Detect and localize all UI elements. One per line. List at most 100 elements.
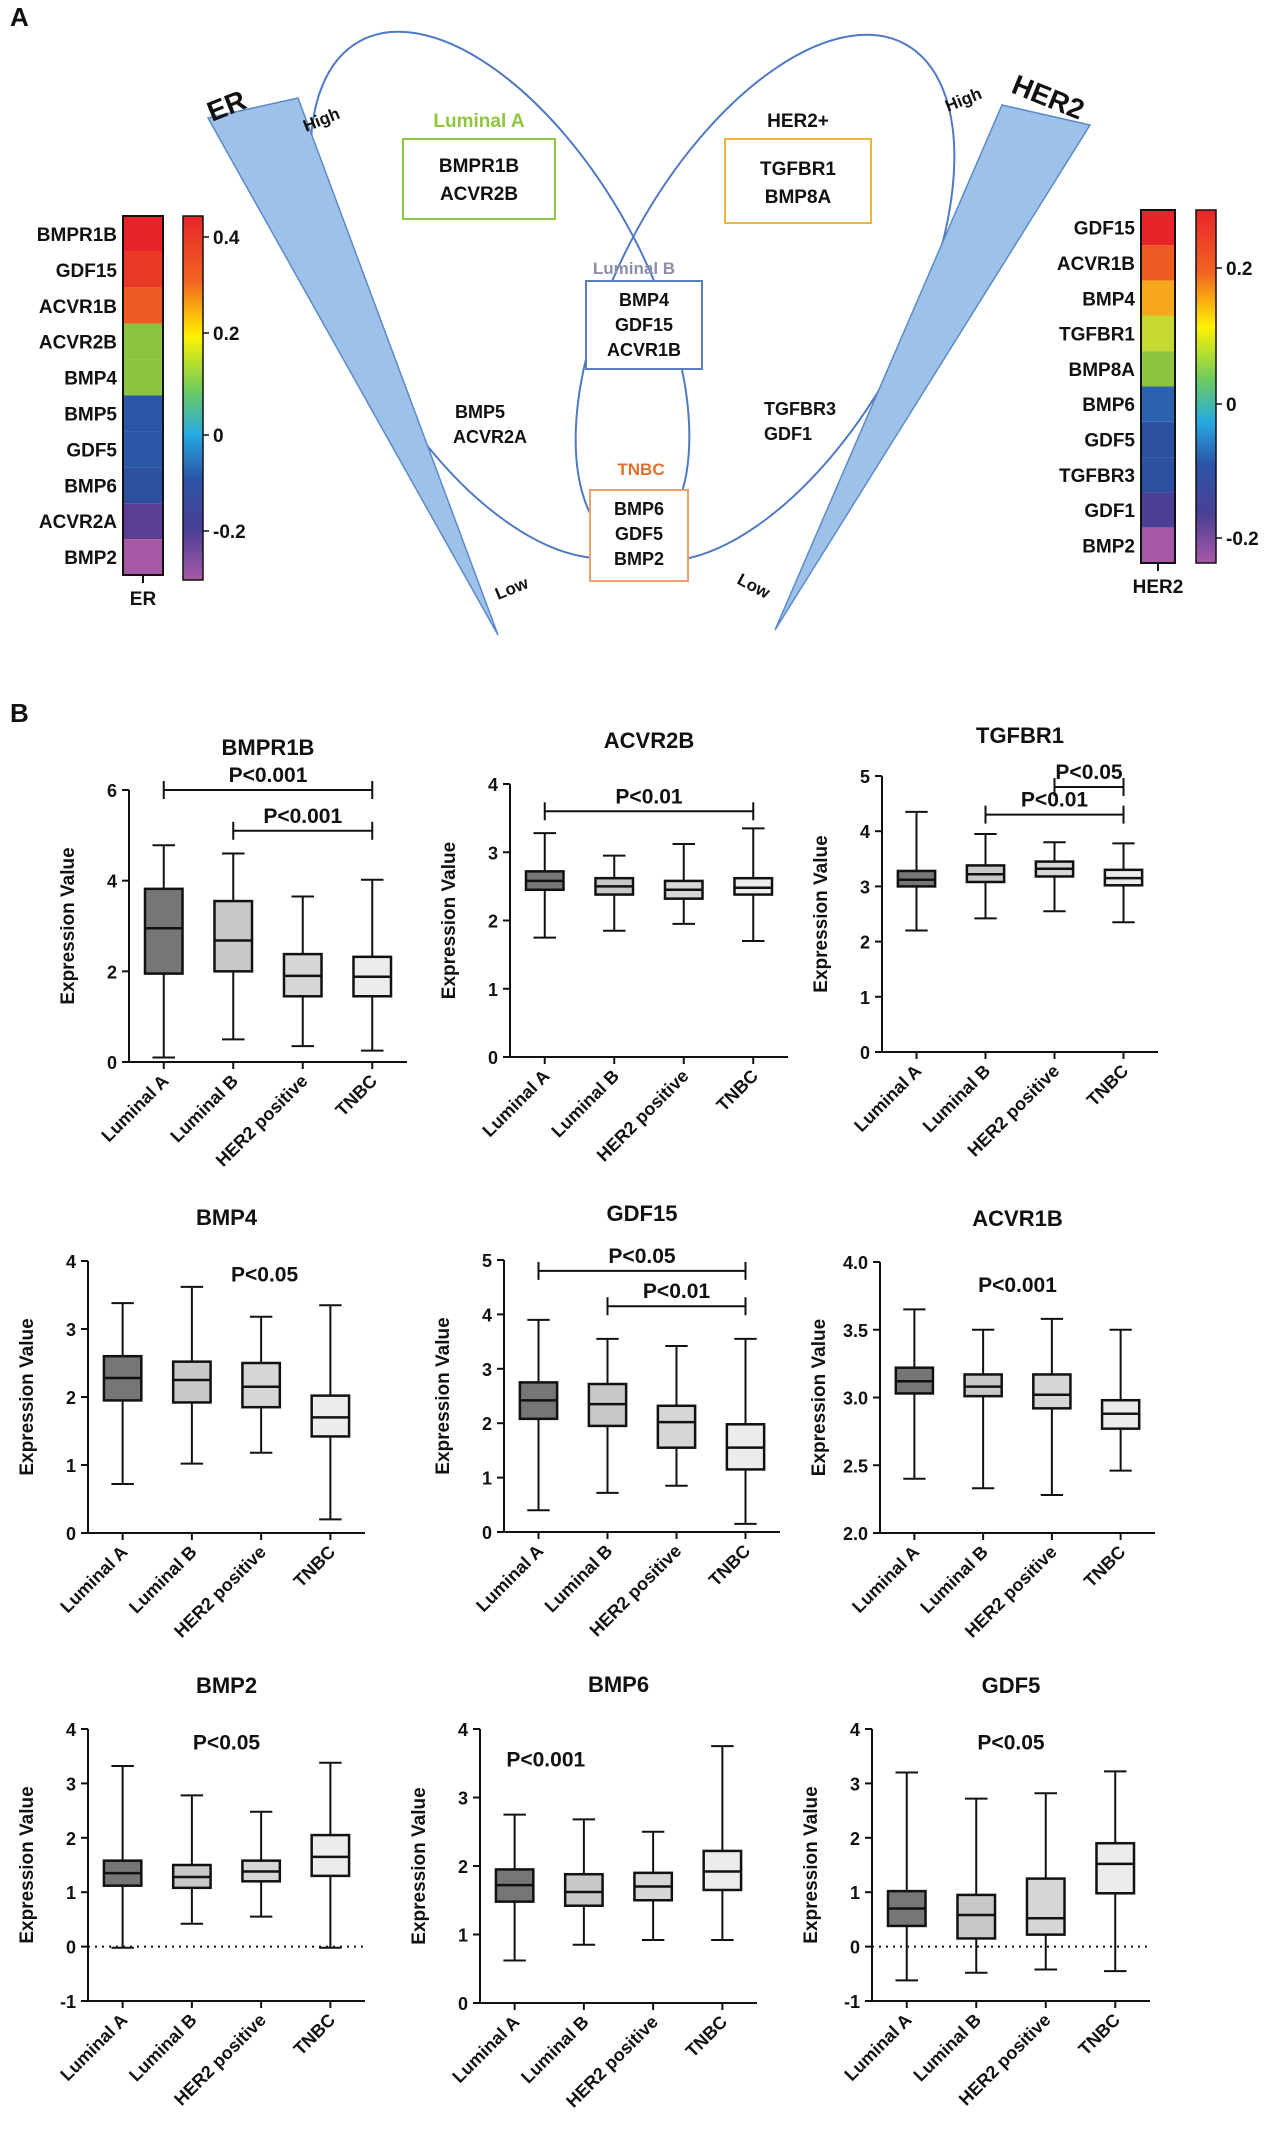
luminal-a-gene: ACVR2B — [440, 184, 518, 205]
y-axis-label: Expression Value — [801, 1786, 822, 1943]
significance-label: P<0.05 — [193, 1732, 260, 1755]
x-tick-label: TNBC — [290, 1542, 339, 1591]
heatmap-cell — [123, 359, 163, 396]
heatmap-cell — [1141, 351, 1175, 387]
chart-title: BMP6 — [588, 1672, 649, 1697]
heatmap-cell — [1141, 315, 1175, 352]
heatmap-gene-label: BMP4 — [1082, 289, 1135, 310]
tnbc-gene: BMP2 — [614, 549, 664, 569]
chart-title: BMP4 — [196, 1205, 258, 1230]
x-tick-label: TNBC — [705, 1541, 754, 1590]
er-low-label: Low — [492, 573, 531, 604]
boxplot-acvr2b: ACVR2B Expression Value 0 1 2 3 4 Luminal ALumi… — [439, 728, 788, 1165]
y-tick-label: 2 — [66, 1829, 76, 1849]
heatmap-gene-label: ACVR2A — [39, 512, 117, 533]
her2-low-label: Low — [734, 570, 774, 603]
x-tick-label: TNBC — [1083, 1061, 1132, 1110]
heatmap-gene-label: BMP6 — [1082, 395, 1135, 416]
y-tick-label: 4 — [482, 1305, 492, 1325]
tnbc-title: TNBC — [617, 460, 664, 479]
box — [563, 1872, 604, 1907]
venn-diagram: ER HER2 High High Low Low Luminal A BMPR… — [203, 30, 1092, 636]
y-tick-label: 0 — [458, 1994, 468, 2014]
y-tick-label: 4 — [488, 775, 498, 795]
panel-label-a: A — [10, 2, 29, 32]
y-axis-label: Expression Value — [58, 847, 79, 1004]
boxplot-gdf5: GDF5 Expression Value -1 0 1 2 3 4 Luminal ALumi… — [801, 1673, 1150, 2109]
y-tick-label: 0 — [66, 1938, 76, 1958]
heatmap-cell — [1141, 527, 1175, 563]
significance-label: P<0.01 — [615, 785, 682, 808]
box — [143, 887, 184, 975]
color-scale-label: 0.4 — [213, 228, 240, 249]
significance-label: P<0.01 — [1021, 789, 1088, 812]
y-axis-label: Expression Value — [433, 1317, 454, 1474]
x-tick-label: TNBC — [682, 2012, 731, 2061]
luminal-a-box — [402, 138, 556, 220]
heatmap-cell — [123, 539, 163, 575]
x-tick-label: Luminal A — [840, 2010, 915, 2085]
luminal-b-gene: GDF15 — [615, 315, 673, 335]
color-scale-label: -0.2 — [213, 522, 246, 543]
y-tick-label: 4 — [66, 1252, 76, 1272]
heatmap-cell — [123, 216, 163, 252]
x-tick-label: Luminal A — [56, 2010, 131, 2085]
er-high-label: High — [300, 104, 342, 136]
x-tick-label: Luminal A — [448, 2012, 523, 2087]
y-tick-label: 3 — [482, 1360, 492, 1380]
x-tick-label: Luminal A — [472, 1541, 547, 1616]
chart-title: GDF5 — [982, 1673, 1041, 1698]
y-axis-label: Expression Value — [17, 1786, 38, 1943]
boxplot-bmp2: BMP2 Expression Value -1 0 1 2 3 4 Luminal ALumi… — [17, 1673, 365, 2109]
er-heatmap: BMPR1B GDF15 ACVR1B ACVR2B BMP4 BMP5 GDF5 BMP6 A… — [37, 215, 246, 610]
er-wedge — [206, 97, 499, 636]
her2-pos-gene: TGFBR1 — [760, 159, 836, 180]
heatmap-gene-label: BMP2 — [1082, 536, 1135, 557]
chart-title: ACVR1B — [972, 1206, 1062, 1231]
tnbc-box — [589, 489, 689, 582]
heatmap-cell — [123, 503, 163, 540]
y-tick-label: 4 — [66, 1720, 76, 1740]
y-tick-label: 2 — [488, 912, 498, 932]
x-tick-label: Luminal B — [125, 1542, 201, 1618]
heatmap-gene-label: ACVR2B — [39, 333, 117, 354]
y-tick-label: 3 — [66, 1320, 76, 1340]
heatmap-gene-label: BMP8A — [1068, 360, 1135, 381]
heatmap-cell — [1141, 492, 1175, 528]
x-tick-label: Luminal A — [56, 1542, 131, 1617]
box — [213, 899, 254, 973]
heatmap-gene-label: TGFBR3 — [1059, 466, 1135, 487]
y-tick-label: 1 — [482, 1469, 492, 1489]
heatmap-gene-label: BMPR1B — [37, 225, 117, 246]
y-tick-label: 0 — [488, 1048, 498, 1068]
box — [310, 1394, 351, 1438]
heatmap-gene-label: GDF15 — [56, 261, 118, 282]
heatmap-cell — [1141, 245, 1175, 281]
y-axis-label: Expression Value — [811, 835, 832, 992]
panel-label-b: B — [10, 698, 29, 728]
box — [963, 1373, 1003, 1398]
x-tick-label: TNBC — [290, 2010, 339, 2059]
heatmap-gene-label: BMP4 — [64, 369, 117, 390]
significance-label: P<0.001 — [506, 1749, 585, 1772]
heatmap-gene-label: ACVR1B — [39, 297, 117, 318]
her2-only-gene: GDF1 — [764, 424, 812, 444]
boxplot-bmpr1b: BMPR1B Expression Value 0 2 4 6 Luminal ALumin… — [58, 735, 407, 1170]
y-tick-label: 0 — [107, 1053, 117, 1073]
heatmap-cell — [1141, 421, 1175, 458]
heatmap-gene-label: GDF5 — [66, 440, 117, 461]
x-tick-label: Luminal B — [916, 1542, 992, 1618]
y-axis-label: Expression Value — [17, 1318, 38, 1475]
her2-only-gene: TGFBR3 — [764, 399, 836, 419]
box — [733, 876, 774, 896]
y-tick-label: 3.0 — [843, 1389, 868, 1409]
luminal-a-gene: BMPR1B — [439, 156, 519, 177]
y-tick-label: 1 — [850, 1883, 860, 1903]
heatmap-xlabel: HER2 — [1133, 577, 1184, 598]
chart-title: TGFBR1 — [976, 723, 1064, 748]
heatmap-gene-label: GDF5 — [1084, 430, 1135, 451]
y-tick-label: 2 — [850, 1829, 860, 1849]
y-tick-label: 4.0 — [843, 1253, 868, 1273]
luminal-b-gene: ACVR1B — [607, 340, 681, 360]
heatmap-cell — [1141, 210, 1175, 246]
